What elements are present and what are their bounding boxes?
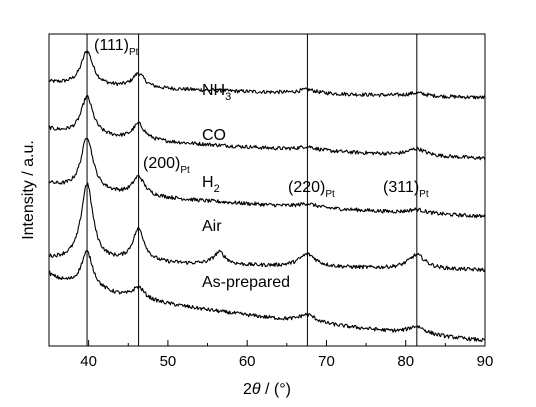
series-label-air: Air xyxy=(202,218,222,235)
x-tick-label: 70 xyxy=(318,353,335,370)
x-axis-ticks: 40 50 60 70 80 90 xyxy=(48,340,494,370)
x-tick-label: 50 xyxy=(160,353,177,370)
series-label-co: CO xyxy=(202,127,226,144)
series-label-h2: H2 xyxy=(202,174,220,195)
series-label-as-prepared: As-prepared xyxy=(202,274,290,291)
series-line-co xyxy=(48,94,486,161)
peak-label: (311)Pt xyxy=(383,179,429,200)
x-tick-label: 80 xyxy=(397,353,414,370)
series-line-h2 xyxy=(48,137,486,219)
peak-label: (220)Pt xyxy=(288,179,335,200)
series-line-as-prepared xyxy=(48,249,486,342)
plot-frame xyxy=(48,33,486,347)
series-label-nh3: NH3 xyxy=(202,82,231,103)
annotations: NH3 CO H2 Air As-prepared (111)Pt (200)Pt (220)… xyxy=(94,37,429,291)
series-traces xyxy=(48,49,486,342)
peak-label: (200)Pt xyxy=(143,155,190,176)
reference-lines xyxy=(86,34,418,346)
series-line-air xyxy=(48,182,486,273)
x-tick-label: 90 xyxy=(477,353,494,370)
x-axis-title: 2θ / (°) xyxy=(243,381,291,398)
peak-label: (111)Pt xyxy=(94,37,139,58)
series-line-nh3 xyxy=(48,49,486,100)
y-axis-title: Intensity / a.u. xyxy=(20,140,37,240)
x-tick-label: 40 xyxy=(80,353,97,370)
x-tick-label: 60 xyxy=(239,353,256,370)
